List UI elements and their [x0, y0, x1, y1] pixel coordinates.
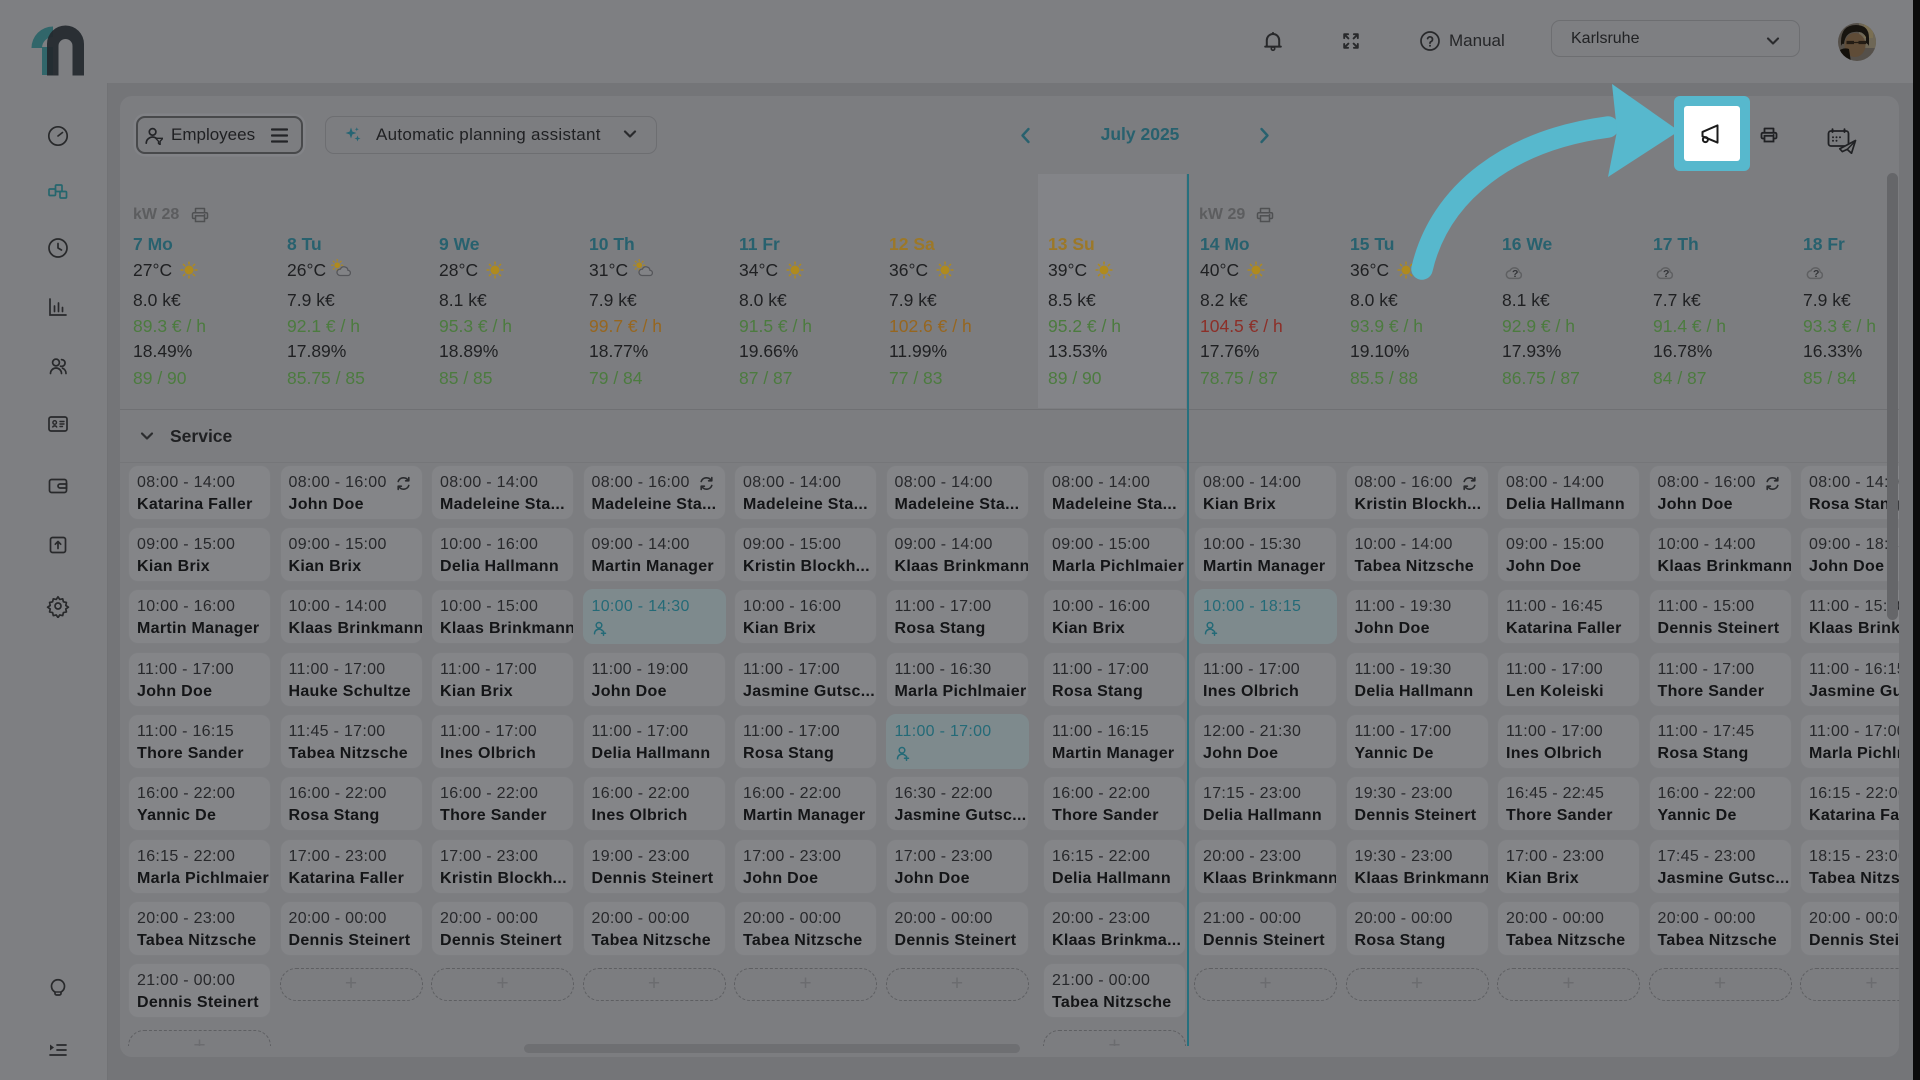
- svg-text:?: ?: [1663, 268, 1669, 280]
- svg-text:?: ?: [1813, 268, 1819, 280]
- svg-text:?: ?: [1512, 268, 1518, 280]
